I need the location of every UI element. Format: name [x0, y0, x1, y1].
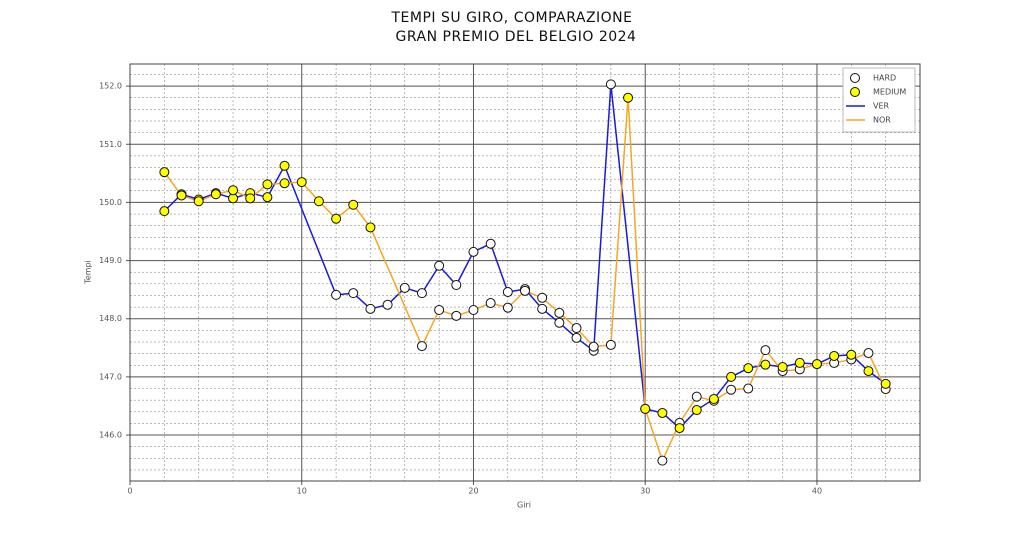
marker-point	[863, 366, 874, 377]
marker-point	[605, 79, 616, 90]
marker-point	[743, 383, 754, 394]
marker-point	[365, 303, 376, 314]
legend-label: VER	[873, 102, 890, 111]
marker-point	[657, 455, 668, 466]
marker-point	[313, 196, 324, 207]
marker-point	[210, 189, 221, 200]
marker-point	[657, 407, 668, 418]
marker-point	[365, 222, 376, 233]
marker-point	[863, 348, 874, 359]
marker-point	[554, 307, 565, 318]
marker-point	[159, 206, 170, 217]
y-tick-label: 151.0	[99, 140, 122, 149]
plot-frame	[129, 63, 921, 482]
marker-point	[623, 92, 634, 103]
marker-point	[468, 246, 479, 257]
marker-point	[880, 378, 891, 389]
legend-label: HARD	[873, 74, 896, 83]
marker-point	[451, 310, 462, 321]
chart-title: TEMPI SU GIRO, COMPARAZIONE	[391, 10, 633, 26]
legend-marker	[850, 87, 860, 97]
legend-label: MEDIUM	[873, 88, 906, 97]
marker-point	[176, 190, 187, 201]
marker-point	[416, 341, 427, 352]
marker-point	[434, 305, 445, 316]
y-tick-label: 150.0	[99, 198, 122, 207]
marker-point	[348, 199, 359, 210]
marker-point	[571, 323, 582, 334]
y-axis-label: Tempi	[84, 260, 93, 285]
marker-point	[348, 288, 359, 299]
y-tick-label: 149.0	[99, 256, 122, 265]
marker-point	[193, 196, 204, 207]
y-tick-label: 148.0	[99, 314, 122, 323]
marker-point	[279, 178, 290, 189]
marker-point	[743, 363, 754, 374]
marker-point	[777, 362, 788, 373]
marker-point	[468, 305, 479, 316]
marker-point	[416, 288, 427, 299]
marker-point	[605, 339, 616, 350]
marker-point	[537, 292, 548, 303]
marker-point	[760, 359, 771, 370]
marker-point	[245, 193, 256, 204]
marker-point	[382, 299, 393, 310]
marker-point	[691, 391, 702, 402]
marker-point	[159, 167, 170, 178]
marker-point	[674, 423, 685, 434]
marker-point	[296, 177, 307, 188]
x-tick-label: 30	[640, 487, 650, 496]
marker-point	[502, 302, 513, 313]
y-tick-label: 152.0	[99, 82, 122, 91]
marker-point	[331, 289, 342, 300]
marker-point	[846, 349, 857, 360]
y-tick-label: 147.0	[99, 372, 122, 381]
marker-point	[502, 286, 513, 297]
chart-subtitle: GRAN PREMIO DEL BELGIO 2024	[396, 29, 637, 45]
marker-point	[588, 341, 599, 352]
marker-point	[829, 350, 840, 361]
marker-point	[571, 332, 582, 343]
marker-point	[811, 359, 822, 370]
marker-point	[228, 185, 239, 196]
marker-point	[262, 179, 273, 190]
x-axis-label: Giri	[517, 501, 531, 510]
marker-point	[485, 238, 496, 249]
marker-point	[331, 213, 342, 224]
marker-point	[279, 160, 290, 171]
series-line	[163, 84, 887, 430]
marker-point	[794, 357, 805, 368]
marker-point	[399, 282, 410, 293]
marker-point	[691, 405, 702, 416]
x-tick-label: 10	[297, 487, 307, 496]
marker-point	[451, 280, 462, 291]
marker-point	[726, 384, 737, 395]
marker-point	[640, 403, 651, 414]
marker-point	[262, 192, 273, 203]
x-tick-label: 40	[812, 487, 822, 496]
marker-point	[485, 298, 496, 309]
marker-point	[708, 393, 719, 404]
legend-marker	[850, 73, 860, 83]
marker-point	[760, 345, 771, 356]
x-tick-label: 20	[468, 487, 478, 496]
marker-point	[434, 260, 445, 271]
marker-point	[537, 303, 548, 314]
marker-point	[520, 285, 530, 296]
series-line	[163, 97, 887, 463]
legend-label: NOR	[873, 116, 891, 125]
marker-point	[554, 317, 565, 328]
marker-point	[726, 371, 737, 382]
x-tick-label: 0	[127, 487, 132, 496]
y-tick-label: 146.0	[99, 431, 122, 440]
